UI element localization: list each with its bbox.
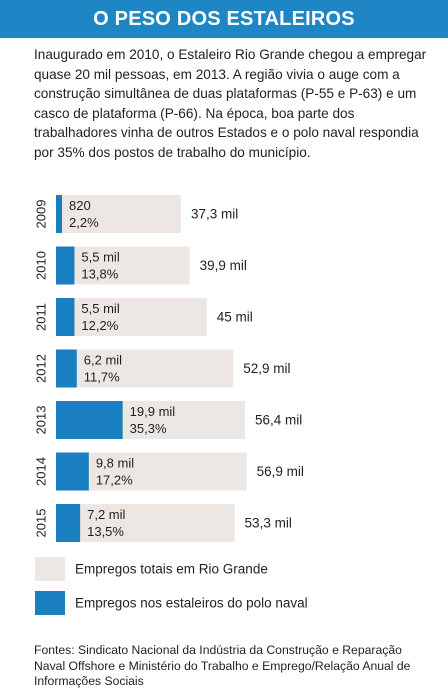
year-label: 2015 (34, 509, 49, 538)
yard-bar (56, 298, 75, 336)
total-bar (56, 246, 190, 285)
yard-value-label: 820 (69, 198, 91, 213)
total-bar (56, 349, 234, 388)
yard-bar (56, 504, 81, 542)
yard-share-label: 17,2% (96, 473, 133, 488)
yard-bar (56, 195, 62, 233)
total-value-label: 39,9 mil (200, 258, 247, 273)
yard-share-label: 2,2% (69, 215, 99, 230)
title-bar: O PESO DOS ESTALEIROS (0, 0, 448, 38)
year-label: 2009 (34, 200, 49, 229)
yard-share-label: 35,3% (130, 421, 167, 436)
year-label: 2013 (34, 406, 49, 435)
yard-value-label: 6,2 mil (84, 353, 122, 368)
intro-paragraph: Inaugurado em 2010, o Estaleiro Rio Gran… (34, 47, 427, 160)
yard-bar (56, 452, 89, 491)
legend-swatch-total (35, 557, 65, 581)
yard-bar (56, 349, 77, 388)
year-label: 2010 (34, 251, 49, 280)
page-title: O PESO DOS ESTALEIROS (93, 7, 355, 30)
legend-swatch-yard (35, 591, 65, 615)
yard-share-label: 11,7% (84, 370, 120, 385)
yard-value-label: 9,8 mil (96, 456, 134, 471)
yard-bar (56, 246, 75, 285)
total-bar (56, 195, 181, 233)
year-label: 2011 (34, 303, 49, 331)
yard-share-label: 13,8% (81, 267, 118, 282)
yard-share-label: 12,2% (81, 318, 118, 333)
yard-value-label: 19,9 mil (130, 404, 176, 419)
total-value-label: 45 mil (217, 310, 253, 325)
year-label: 2014 (34, 457, 49, 486)
year-label: 2012 (34, 354, 49, 383)
yard-share-label: 13,5% (87, 524, 124, 539)
total-bar (56, 298, 207, 336)
sources-note: Fontes: Sindicato Nacional da Indústria … (34, 643, 411, 688)
total-bar (56, 504, 235, 542)
yard-value-label: 5,5 mil (81, 301, 119, 316)
total-value-label: 52,9 mil (243, 361, 290, 376)
yard-bar (56, 401, 123, 439)
total-value-label: 56,9 mil (257, 464, 304, 479)
yard-value-label: 7,2 mil (87, 507, 125, 522)
total-value-label: 56,4 mil (255, 413, 302, 428)
yard-value-label: 5,5 mil (81, 250, 119, 265)
total-value-label: 37,3 mil (191, 207, 238, 222)
legend-label-total: Empregos totais em Rio Grande (75, 562, 268, 577)
legend-label-yard: Empregos nos estaleiros do polo naval (75, 596, 308, 611)
total-value-label: 53,3 mil (245, 516, 292, 531)
